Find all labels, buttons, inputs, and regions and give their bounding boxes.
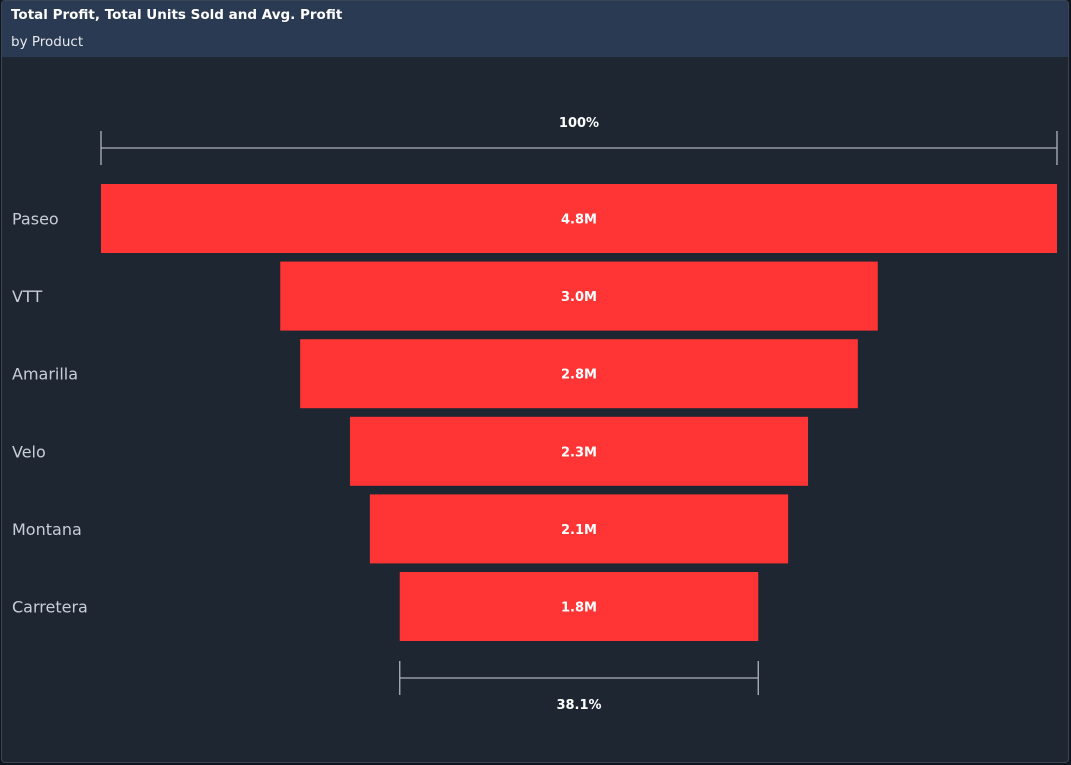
top-percent-label: 100% <box>559 116 599 131</box>
funnel-bar-paseo[interactable] <box>101 184 1057 253</box>
category-label: Montana <box>12 520 82 539</box>
data-label: 4.8M <box>561 213 597 228</box>
category-label: Amarilla <box>12 365 78 384</box>
bottom-percent-label: 38.1% <box>556 698 601 713</box>
category-label: Velo <box>12 442 46 461</box>
funnel-bar-montana[interactable] <box>369 494 789 564</box>
funnel-bar-carretera[interactable] <box>399 572 759 641</box>
funnel-bar-vtt[interactable] <box>280 261 878 331</box>
top-percent-bracket <box>100 131 1058 165</box>
data-label: 3.0M <box>561 290 597 305</box>
funnel-bar-amarilla[interactable] <box>300 339 858 409</box>
chart-subtitle: by Product <box>11 34 84 50</box>
data-label: 1.8M <box>561 601 597 616</box>
data-label: 2.1M <box>561 523 597 538</box>
funnel-bar-velo[interactable] <box>349 416 809 486</box>
category-label: Carretera <box>12 598 88 617</box>
data-label: 2.8M <box>561 368 597 383</box>
data-label: 2.3M <box>561 445 597 460</box>
category-label: Paseo <box>12 210 59 229</box>
category-label: VTT <box>12 287 42 306</box>
visual-header: Total Profit, Total Units Sold and Avg. … <box>2 1 1068 57</box>
chart-title: Total Profit, Total Units Sold and Avg. … <box>11 7 343 23</box>
bottom-percent-bracket <box>399 661 759 695</box>
